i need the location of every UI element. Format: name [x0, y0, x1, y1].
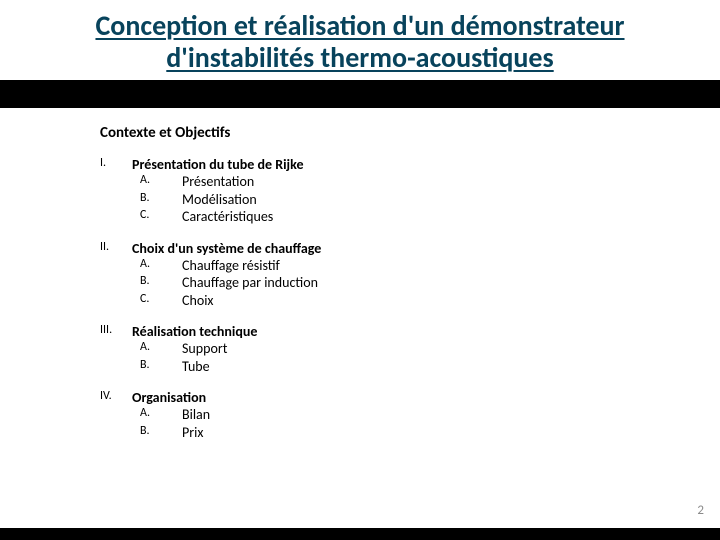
page-number: 2: [697, 503, 704, 518]
sub-label: Support: [182, 340, 227, 358]
section-title: Réalisation technique: [132, 323, 257, 340]
sub-label: Choix: [182, 292, 213, 310]
sub-label: Prix: [182, 424, 203, 442]
sub-letter: A.: [140, 406, 182, 424]
section-title: Organisation: [132, 389, 206, 406]
section-roman: III.: [100, 323, 132, 340]
sub-item: B. Chauffage par induction: [140, 274, 690, 292]
section-2: II. Choix d'un système de chauffage A. C…: [100, 240, 690, 310]
section-title: Choix d'un système de chauffage: [132, 240, 321, 257]
page-title: Conception et réalisation d'un démonstra…: [20, 10, 700, 74]
sub-letter: A.: [140, 340, 182, 358]
sub-item: B. Modélisation: [140, 191, 690, 209]
sub-letter: B.: [140, 274, 182, 292]
sub-letter: A.: [140, 173, 182, 191]
sub-letter: B.: [140, 424, 182, 442]
sub-letter: B.: [140, 358, 182, 376]
section-roman: IV.: [100, 389, 132, 406]
sub-label: Tube: [182, 358, 210, 376]
sub-letter: C.: [140, 292, 182, 310]
sub-letter: C.: [140, 208, 182, 226]
section-4: IV. Organisation A. Bilan B. Prix: [100, 389, 690, 441]
sub-label: Modélisation: [182, 191, 257, 209]
section-title: Présentation du tube de Rijke: [132, 156, 304, 173]
section-roman: II.: [100, 240, 132, 257]
sub-item: C. Caractéristiques: [140, 208, 690, 226]
sub-label: Présentation: [182, 173, 254, 191]
sub-item: B. Tube: [140, 358, 690, 376]
section-3: III. Réalisation technique A. Support B.…: [100, 323, 690, 375]
sub-label: Chauffage résistif: [182, 257, 280, 275]
section-1: I. Présentation du tube de Rijke A. Prés…: [100, 156, 690, 226]
sub-item: A. Chauffage résistif: [140, 257, 690, 275]
content-panel: Contexte et Objectifs I. Présentation du…: [0, 108, 720, 528]
sub-label: Bilan: [182, 406, 210, 424]
section-roman: I.: [100, 156, 132, 173]
sub-item: B. Prix: [140, 424, 690, 442]
context-heading: Contexte et Objectifs: [100, 124, 690, 142]
sub-item: C. Choix: [140, 292, 690, 310]
sub-label: Caractéristiques: [182, 208, 273, 226]
sub-item: A. Support: [140, 340, 690, 358]
title-block: Conception et réalisation d'un démonstra…: [0, 0, 720, 80]
sub-letter: A.: [140, 257, 182, 275]
sub-item: A. Présentation: [140, 173, 690, 191]
sub-label: Chauffage par induction: [182, 274, 318, 292]
sub-item: A. Bilan: [140, 406, 690, 424]
sub-letter: B.: [140, 191, 182, 209]
